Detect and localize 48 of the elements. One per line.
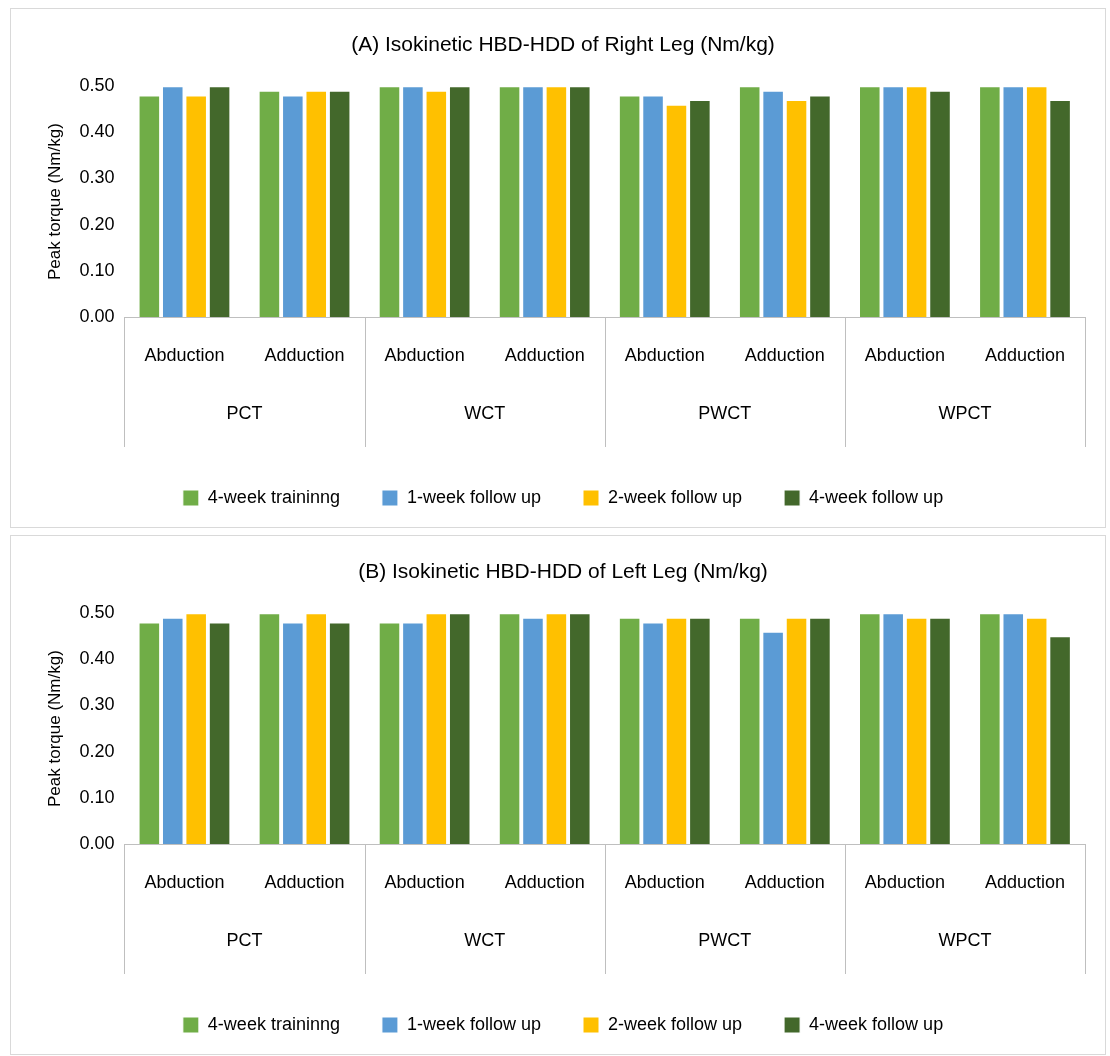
y-axis-title: Peak torque (Nm/kg) (44, 123, 64, 281)
chart-title: (A) Isokinetic HBD-HDD of Right Leg (Nm/kg) (351, 32, 775, 56)
x-tick-label: Adduction (264, 344, 345, 365)
x-tick-label: Abduction (144, 871, 225, 892)
legend-label: 4-week traininng (207, 486, 340, 507)
x-tick-label: Adduction (264, 871, 345, 892)
text: PCT (226, 929, 263, 950)
y-tick-label: 0.10 (79, 259, 115, 280)
legend-label: 1-week follow up (406, 1013, 542, 1034)
x-tick-label: Adduction (744, 871, 825, 892)
x-tick-label: Abduction (864, 344, 945, 365)
x-tick-label: Adduction (504, 871, 585, 892)
y-tick-label: 0.40 (79, 121, 115, 142)
x-tick-label: Abduction (624, 344, 705, 365)
x-tick-label: Adduction (504, 344, 585, 365)
y-tick-label: 0.00 (79, 305, 115, 326)
y-axis-title: Peak torque (Nm/kg) (44, 650, 64, 808)
y-tick-label: 0.20 (79, 740, 115, 761)
legend-label: 4-week traininng (207, 1013, 340, 1034)
legend-label: 4-week follow up (809, 1013, 944, 1034)
text: PWCT (698, 402, 752, 423)
y-tick-label: 0.20 (79, 213, 115, 234)
y-tick-label: 0.30 (79, 167, 115, 188)
x-tick-label: Abduction (384, 871, 465, 892)
x-tick-label: Adduction (984, 344, 1065, 365)
text: PCT (226, 402, 263, 423)
x-tick-label: Adduction (984, 871, 1065, 892)
legend-label: 4-week follow up (809, 486, 944, 507)
text: PWCT (698, 929, 752, 950)
y-tick-label: 0.10 (79, 786, 115, 807)
text: WPCT (938, 929, 992, 950)
x-tick-label: Abduction (384, 344, 465, 365)
legend-label: 1-week follow up (406, 486, 542, 507)
x-tick-label: Adduction (744, 344, 825, 365)
text: WPCT (938, 402, 992, 423)
y-tick-label: 0.50 (79, 602, 115, 623)
x-tick-label: Abduction (624, 871, 705, 892)
x-tick-label: Abduction (864, 871, 945, 892)
text: WCT (464, 929, 506, 950)
x-tick-label: Abduction (144, 344, 225, 365)
y-tick-label: 0.40 (79, 648, 115, 669)
text: WCT (464, 402, 506, 423)
y-tick-label: 0.30 (79, 694, 115, 715)
y-tick-label: 0.00 (79, 832, 115, 853)
y-tick-label: 0.50 (79, 75, 115, 96)
legend-label: 2-week follow up (608, 486, 743, 507)
legend-label: 2-week follow up (608, 1013, 743, 1034)
chart-title: (B) Isokinetic HBD-HDD of Left Leg (Nm/kg) (358, 559, 768, 583)
